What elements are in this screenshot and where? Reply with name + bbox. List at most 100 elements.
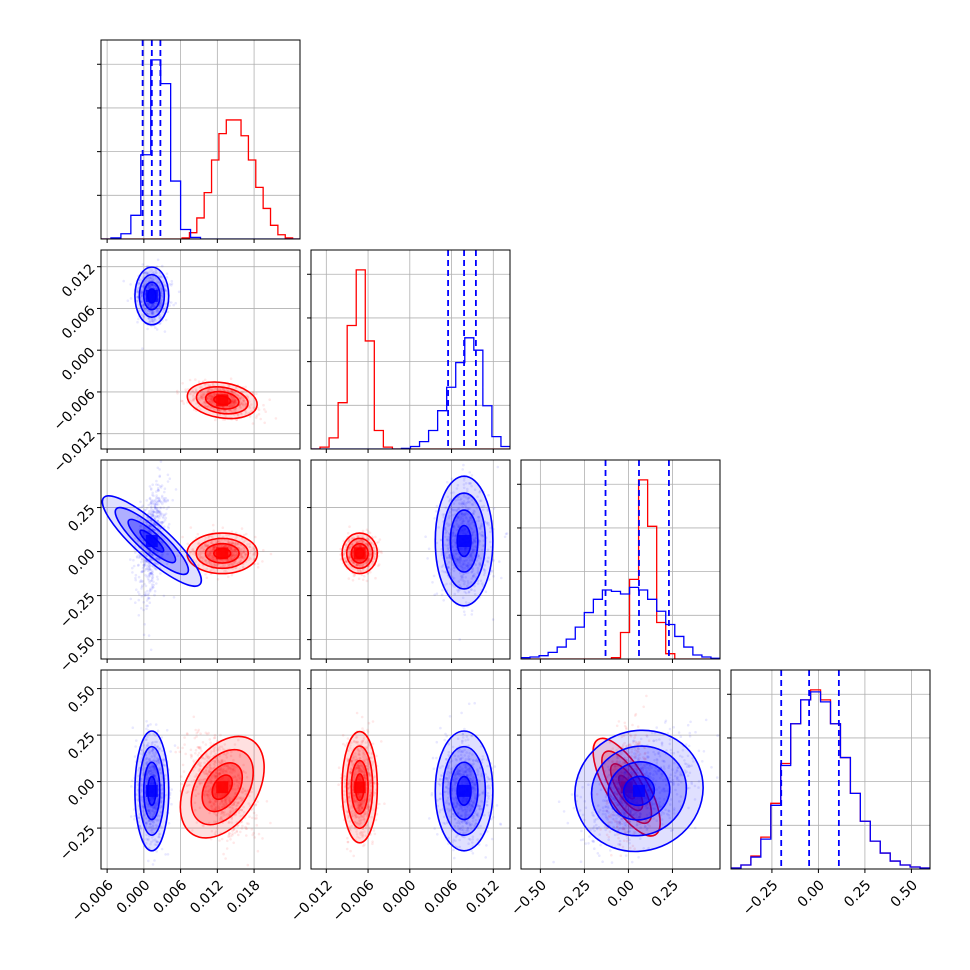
scatter-point bbox=[150, 303, 154, 307]
scatter-point bbox=[368, 552, 372, 556]
scatter-point bbox=[347, 538, 351, 542]
scatter-point bbox=[144, 282, 147, 286]
scatter-point bbox=[367, 537, 371, 541]
scatter-point bbox=[149, 546, 153, 550]
scatter-point bbox=[209, 551, 212, 554]
scatter-point bbox=[158, 510, 161, 514]
scatter-point bbox=[231, 542, 234, 545]
scatter-point bbox=[209, 541, 213, 545]
scatter-point bbox=[473, 510, 476, 513]
scatter-point bbox=[365, 579, 369, 583]
scatter-point bbox=[358, 569, 362, 573]
scatter-point bbox=[217, 539, 220, 543]
scatter-point bbox=[172, 596, 176, 599]
scatter-point bbox=[367, 547, 371, 550]
scatter-point bbox=[175, 389, 179, 393]
scatter-point bbox=[451, 563, 454, 566]
scatter-point bbox=[153, 505, 156, 509]
scatter-point bbox=[150, 503, 154, 506]
scatter-point bbox=[191, 390, 194, 394]
scatter-point bbox=[164, 499, 167, 502]
scatter-point bbox=[143, 564, 146, 567]
scatter-point bbox=[217, 544, 220, 547]
scatter-point bbox=[155, 511, 158, 515]
scatter-point bbox=[140, 558, 144, 561]
scatter-point bbox=[132, 558, 135, 562]
scatter-point bbox=[210, 396, 214, 400]
scatter-point bbox=[129, 297, 133, 300]
scatter-point bbox=[462, 500, 466, 503]
scatter-point bbox=[145, 565, 149, 568]
scatter-point bbox=[198, 551, 202, 554]
scatter-point bbox=[356, 563, 360, 566]
scatter-point bbox=[143, 593, 146, 597]
scatter-point bbox=[239, 550, 242, 553]
scatter-point bbox=[165, 272, 169, 276]
scatter-point bbox=[205, 567, 208, 571]
scatter-point bbox=[150, 500, 153, 503]
scatter-point bbox=[241, 403, 245, 407]
scatter-point bbox=[442, 599, 446, 602]
scatter-point bbox=[210, 399, 214, 403]
scatter-point bbox=[467, 520, 470, 523]
scatter-point bbox=[454, 557, 458, 561]
scatter-point bbox=[154, 561, 157, 565]
scatter-point bbox=[471, 549, 475, 552]
scatter-point bbox=[489, 540, 492, 544]
scatter-point bbox=[146, 302, 150, 306]
scatter-point bbox=[464, 591, 468, 595]
scatter-point bbox=[150, 513, 153, 517]
y-tick-label: −0.25 bbox=[57, 590, 99, 632]
scatter-point bbox=[360, 535, 364, 539]
scatter-point bbox=[339, 558, 343, 561]
scatter-point bbox=[212, 556, 215, 560]
scatter-point bbox=[159, 500, 162, 503]
contour-line bbox=[345, 537, 374, 570]
scatter-point bbox=[158, 516, 161, 520]
scatter-point bbox=[155, 309, 158, 312]
scatter-point bbox=[149, 571, 153, 575]
scatter-point bbox=[215, 408, 219, 411]
scatter-point bbox=[344, 543, 348, 546]
scatter-point bbox=[154, 326, 157, 330]
scatter-point bbox=[362, 562, 366, 566]
scatter-point bbox=[150, 585, 154, 589]
scatter-point bbox=[456, 588, 459, 592]
scatter-point bbox=[212, 547, 216, 550]
scatter-point bbox=[152, 580, 155, 584]
scatter-point bbox=[463, 476, 466, 480]
scatter-point bbox=[459, 559, 462, 563]
scatter-point bbox=[209, 562, 213, 565]
scatter-point bbox=[471, 541, 474, 545]
scatter-point bbox=[443, 570, 446, 574]
scatter-point bbox=[462, 502, 466, 506]
scatter-point bbox=[234, 537, 238, 541]
scatter-point bbox=[166, 480, 170, 483]
scatter-point bbox=[461, 566, 465, 570]
scatter-point bbox=[230, 548, 233, 552]
scatter-point bbox=[143, 582, 146, 586]
y-tick-label: −0.012 bbox=[51, 428, 99, 476]
scatter-point bbox=[156, 519, 160, 523]
scatter-point bbox=[478, 499, 482, 503]
scatter-point bbox=[155, 515, 159, 519]
scatter-point bbox=[481, 530, 484, 534]
scatter-point bbox=[152, 309, 155, 313]
scatter-point bbox=[142, 633, 146, 637]
scatter-point bbox=[140, 294, 143, 297]
scatter-point bbox=[231, 398, 234, 401]
scatter-point bbox=[469, 516, 473, 519]
scatter-point bbox=[443, 526, 447, 530]
scatter-point bbox=[157, 525, 160, 529]
scatter-point bbox=[342, 552, 346, 556]
scatter-point bbox=[433, 593, 437, 597]
scatter-point bbox=[472, 513, 475, 516]
scatter-point bbox=[151, 283, 155, 287]
scatter-point bbox=[242, 399, 246, 403]
scatter-point bbox=[456, 483, 460, 487]
scatter-point bbox=[143, 562, 147, 566]
scatter-point bbox=[489, 526, 492, 530]
scatter-point bbox=[197, 563, 200, 566]
scatter-point bbox=[239, 548, 242, 551]
scatter-point bbox=[161, 535, 164, 538]
